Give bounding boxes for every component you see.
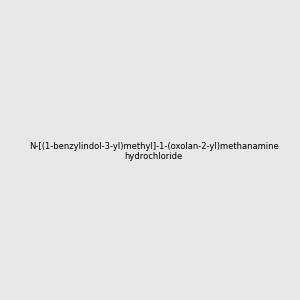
Text: N-[(1-benzylindol-3-yl)methyl]-1-(oxolan-2-yl)methanamine hydrochloride: N-[(1-benzylindol-3-yl)methyl]-1-(oxolan… <box>29 142 279 161</box>
